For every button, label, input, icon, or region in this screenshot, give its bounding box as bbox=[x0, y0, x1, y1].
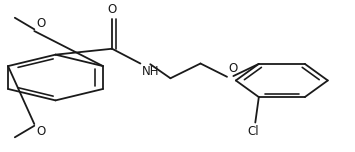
Text: O: O bbox=[36, 126, 45, 138]
Text: Cl: Cl bbox=[248, 126, 260, 138]
Text: NH: NH bbox=[142, 65, 160, 78]
Text: O: O bbox=[36, 17, 45, 30]
Text: O: O bbox=[229, 62, 238, 75]
Text: O: O bbox=[108, 3, 117, 16]
